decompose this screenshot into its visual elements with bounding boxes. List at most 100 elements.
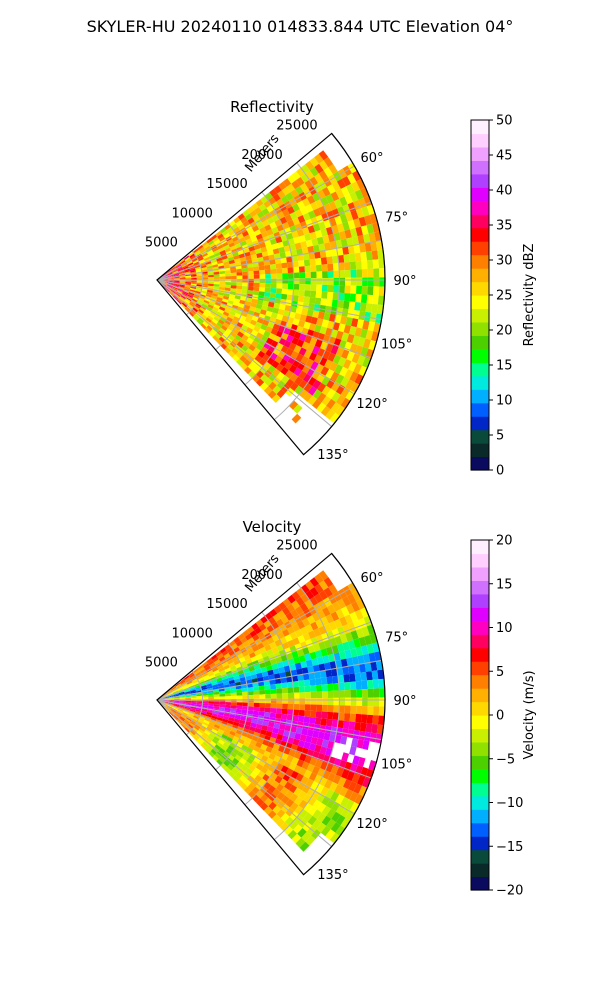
heatmap-cell	[189, 287, 196, 291]
heatmap-cell	[189, 722, 195, 728]
heatmap-cell	[367, 277, 374, 287]
heatmap-cell	[293, 284, 300, 290]
heatmap-cell	[337, 168, 348, 179]
heatmap-cell	[225, 284, 231, 289]
heatmap-cell	[184, 307, 190, 313]
heatmap-cell	[282, 278, 289, 284]
azimuth-tick-label: 60°	[361, 571, 384, 586]
heatmap-cell	[245, 658, 253, 665]
heatmap-cell	[201, 314, 208, 320]
heatmap-cell	[192, 735, 199, 741]
heatmap-cell	[246, 733, 254, 740]
heatmap-cell	[233, 255, 240, 260]
heatmap-cell	[320, 257, 328, 265]
heatmap-cell	[282, 660, 290, 667]
heatmap-cell	[309, 678, 316, 686]
colorbar-swatch	[471, 715, 489, 730]
heatmap-cell	[370, 241, 378, 252]
heatmap-cell	[350, 382, 360, 393]
heatmap-cell	[287, 626, 295, 635]
heatmap-cell	[228, 297, 235, 302]
heatmap-cell	[251, 258, 258, 264]
heatmap-cell	[217, 233, 224, 240]
heatmap-cell	[201, 267, 208, 271]
heatmap-cell	[277, 308, 285, 316]
heatmap-cell	[260, 309, 267, 316]
heatmap-cell	[285, 370, 294, 379]
heatmap-cell	[237, 331, 244, 338]
heatmap-cell	[172, 269, 178, 273]
heatmap-cell	[180, 303, 186, 309]
heatmap-cell	[213, 274, 220, 277]
heatmap-cell	[217, 682, 224, 687]
heatmap-cell	[329, 781, 338, 792]
heatmap-cell	[208, 751, 215, 758]
azimuth-gridline	[156, 585, 355, 701]
heatmap-cell	[196, 300, 203, 306]
heatmap-cell	[249, 630, 257, 638]
heatmap-cell	[290, 726, 297, 733]
heatmap-cell	[301, 831, 312, 842]
heatmap-cell	[270, 273, 277, 279]
heatmap-cell	[312, 799, 322, 810]
heatmap-cell	[217, 244, 224, 250]
heatmap-cell	[235, 288, 242, 293]
heatmap-cell	[298, 655, 306, 663]
heatmap-cell	[284, 305, 292, 312]
heatmap-cell	[320, 228, 328, 237]
heatmap-cell	[182, 684, 189, 689]
heatmap-cell	[209, 299, 216, 305]
heatmap-cell	[316, 318, 324, 327]
range-tick-label: 5000	[145, 656, 178, 671]
heatmap-cell	[227, 720, 234, 725]
heatmap-cell	[246, 206, 255, 214]
heatmap-cell	[375, 240, 383, 251]
heatmap-cell	[280, 786, 289, 796]
heatmap-cell	[348, 781, 357, 792]
heatmap-cell	[317, 731, 325, 740]
heatmap-cell	[337, 598, 346, 609]
heatmap-cell	[290, 770, 299, 779]
heatmap-cell	[196, 319, 203, 326]
heatmap-cell	[260, 374, 269, 383]
heatmap-cell	[162, 280, 169, 282]
heatmap-cell	[315, 650, 323, 659]
heatmap-cell	[247, 267, 254, 272]
heatmap-cell	[202, 277, 209, 280]
heatmap-cell	[179, 696, 186, 698]
heatmap-cell	[329, 661, 337, 670]
heatmap-cell	[173, 284, 179, 287]
heatmap-cell	[203, 719, 210, 725]
heatmap-cell	[322, 278, 328, 285]
heatmap-cell	[202, 321, 209, 328]
heatmap-cell	[225, 276, 232, 280]
heatmap-cell	[347, 245, 355, 255]
heatmap-cell	[243, 341, 252, 349]
heatmap-cell	[344, 369, 354, 380]
heatmap-cell	[335, 347, 345, 357]
heatmap-cell	[286, 334, 294, 343]
heatmap-cell	[218, 739, 225, 745]
heatmap-cell	[183, 688, 190, 692]
heatmap-cell	[271, 243, 279, 250]
heatmap-cell	[276, 733, 284, 741]
heatmap-cell	[269, 221, 277, 229]
heatmap-cell	[321, 264, 328, 272]
heatmap-cell	[208, 672, 215, 677]
heatmap-cell	[254, 206, 262, 215]
heatmap-cell	[191, 701, 197, 703]
heatmap-cell	[325, 409, 336, 420]
heatmap-cell	[339, 650, 347, 660]
heatmap-cell	[271, 698, 277, 704]
heatmap-cell	[267, 810, 277, 819]
heatmap-cell	[286, 676, 293, 683]
heatmap-cell	[185, 258, 192, 263]
heatmap-cell	[218, 656, 226, 662]
heatmap-cell	[242, 640, 250, 648]
heatmap-cell	[173, 694, 180, 697]
heatmap-cell	[253, 767, 261, 775]
heatmap-cell	[178, 271, 185, 275]
heatmap-cell	[331, 719, 339, 728]
heatmap-cell	[244, 366, 252, 375]
heatmap-cell	[196, 720, 203, 726]
